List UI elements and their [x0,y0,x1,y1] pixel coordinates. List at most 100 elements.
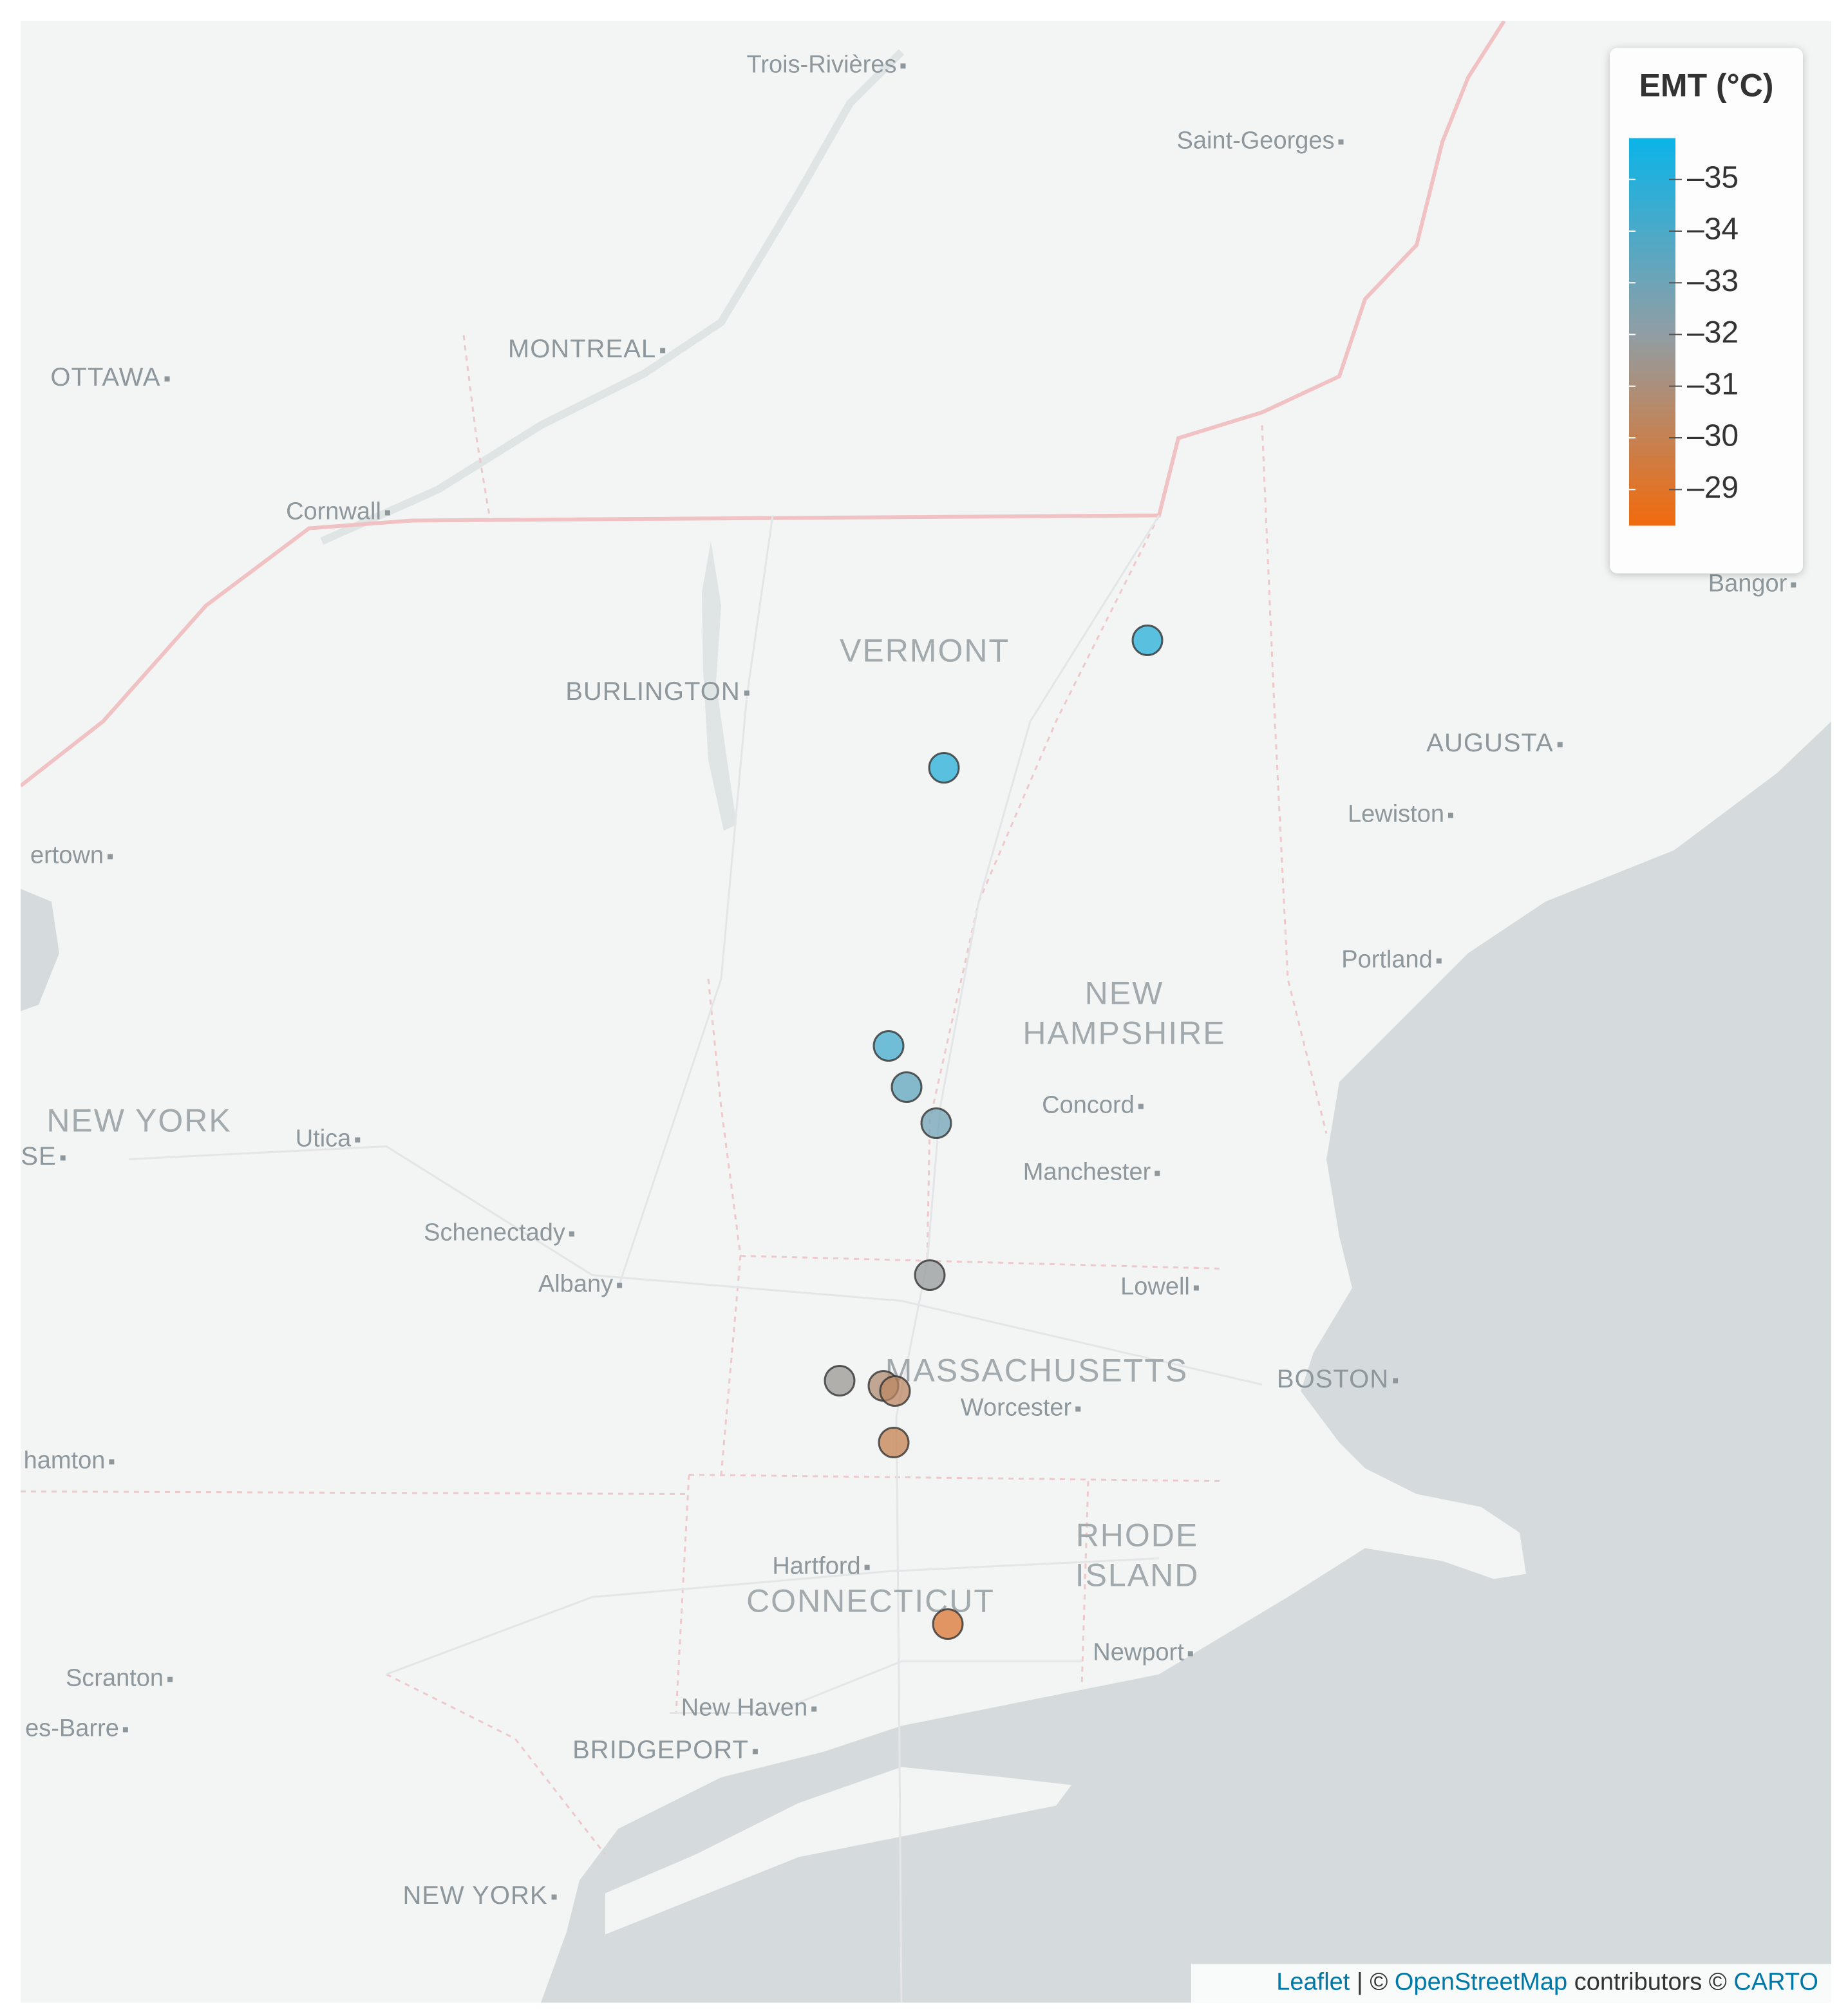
tick-label: –35 [1687,160,1739,194]
colorbar [1629,138,1675,526]
basemap: Trois-Rivières Saint-Georges MONTREAL OTTAW… [21,21,1831,2003]
place-label: ISLAND [1075,1557,1200,1594]
city-dot [1447,813,1453,818]
station-marker [932,1608,964,1640]
place-label: BOSTON [1277,1365,1389,1393]
lake-champlain [702,541,737,831]
city-dot [811,1706,817,1712]
city-dot [660,348,666,353]
city-dot [355,1137,361,1143]
place-label: es-Barre [25,1715,119,1742]
city-dot [1791,582,1796,588]
tick-label: –30 [1687,419,1739,453]
place-label: BRIDGEPORT [572,1736,749,1764]
place-label: NEW YORK [402,1881,547,1910]
place-label: Manchester [1023,1159,1151,1186]
place-label: MASSACHUSETTS [885,1353,1189,1389]
city-dot [617,1283,623,1288]
place-label: BURLINGTON [565,677,740,706]
sep: | © [1350,1969,1395,1996]
city-dot [1187,1651,1193,1657]
place-label: RHODE [1076,1518,1199,1554]
city-dot [167,1677,173,1682]
place-label: Scranton [66,1665,164,1692]
place-label: OTTAWA [50,363,160,391]
city-dot [1338,139,1344,145]
legend-title: EMT (°C) [1639,68,1774,104]
city-dot [864,1565,870,1570]
attribution-box [1191,1964,1831,2003]
station-marker [914,1259,946,1291]
station-marker [879,1375,911,1407]
tick-label: –34 [1687,212,1739,247]
place-label: NEW [1085,975,1164,1011]
attribution: Leaflet | © OpenStreetMap contributors ©… [1191,1964,1831,2003]
place-label: Utica [296,1125,352,1152]
city-dot [1557,742,1563,747]
place-labels: Trois-Rivières Saint-Georges MONTREAL OTTAW… [21,52,1796,1910]
station-marker [872,1030,905,1062]
place-label: hamton [24,1447,106,1474]
place-label: NEW YORK [46,1103,231,1139]
lake [21,888,59,1011]
city-dot [1193,1285,1199,1291]
station-marker [920,1107,952,1139]
city-dot [108,854,113,860]
place-label: Albany [538,1271,613,1298]
link[interactable]: Leaflet [1276,1969,1350,1996]
station-marker [824,1365,856,1396]
stations [824,625,1164,1640]
city-dot [1138,1104,1144,1109]
city-dot [900,63,906,69]
place-label: Lewiston [1348,801,1444,828]
city-dot [551,1894,557,1900]
station-marker [878,1427,910,1458]
attribution-text: Leaflet | © OpenStreetMap contributors ©… [1276,1969,1818,1996]
place-label: MONTREAL [508,335,656,363]
place-label: Cornwall [286,498,381,525]
city-dot [384,510,390,516]
city-dot [1436,958,1442,964]
roads [128,514,1263,2003]
place-label: New Haven [681,1695,807,1722]
place-label: Schenectady [424,1219,565,1246]
station-marker [1131,625,1164,656]
place-label: SE [21,1142,56,1171]
sep: contributors © [1567,1969,1733,1996]
ocean [541,721,1831,2003]
place-label: Portland [1341,946,1433,973]
place-label: Saint-Georges [1176,127,1334,155]
place-label: Concord [1042,1092,1135,1119]
place-label: Hartford [772,1553,860,1580]
link[interactable]: CARTO [1733,1969,1818,1996]
place-label: AUGUSTA [1426,729,1553,757]
tick-label: –32 [1687,315,1739,350]
place-label: HAMPSHIRE [1023,1015,1225,1051]
long-island [605,1767,1071,1935]
legend: EMT (°C) –35 –34 –33 –32 –31 –30 –29 [1610,48,1803,574]
city-dot [569,1231,574,1237]
st-lawrence [320,49,905,545]
place-label: Bangor [1708,570,1787,597]
station-marker [891,1071,923,1103]
tick-label: –29 [1687,471,1739,505]
tick-label: –33 [1687,264,1739,298]
state-borders [21,335,1328,1856]
place-label: Lowell [1120,1274,1190,1301]
link[interactable]: OpenStreetMap [1395,1969,1567,1996]
place-label: VERMONT [840,633,1010,669]
city-dot [1155,1171,1160,1176]
city-dot [1393,1378,1399,1384]
place-label: ertown [30,842,104,869]
city-dot [122,1727,128,1733]
station-marker [928,752,960,784]
city-dot [752,1749,758,1754]
city-dot [1075,1406,1081,1412]
city-dot [164,376,170,382]
city-dot [744,690,750,696]
tick-label: –31 [1687,367,1739,401]
city-dot [60,1155,66,1161]
place-label: Worcester [961,1395,1072,1422]
